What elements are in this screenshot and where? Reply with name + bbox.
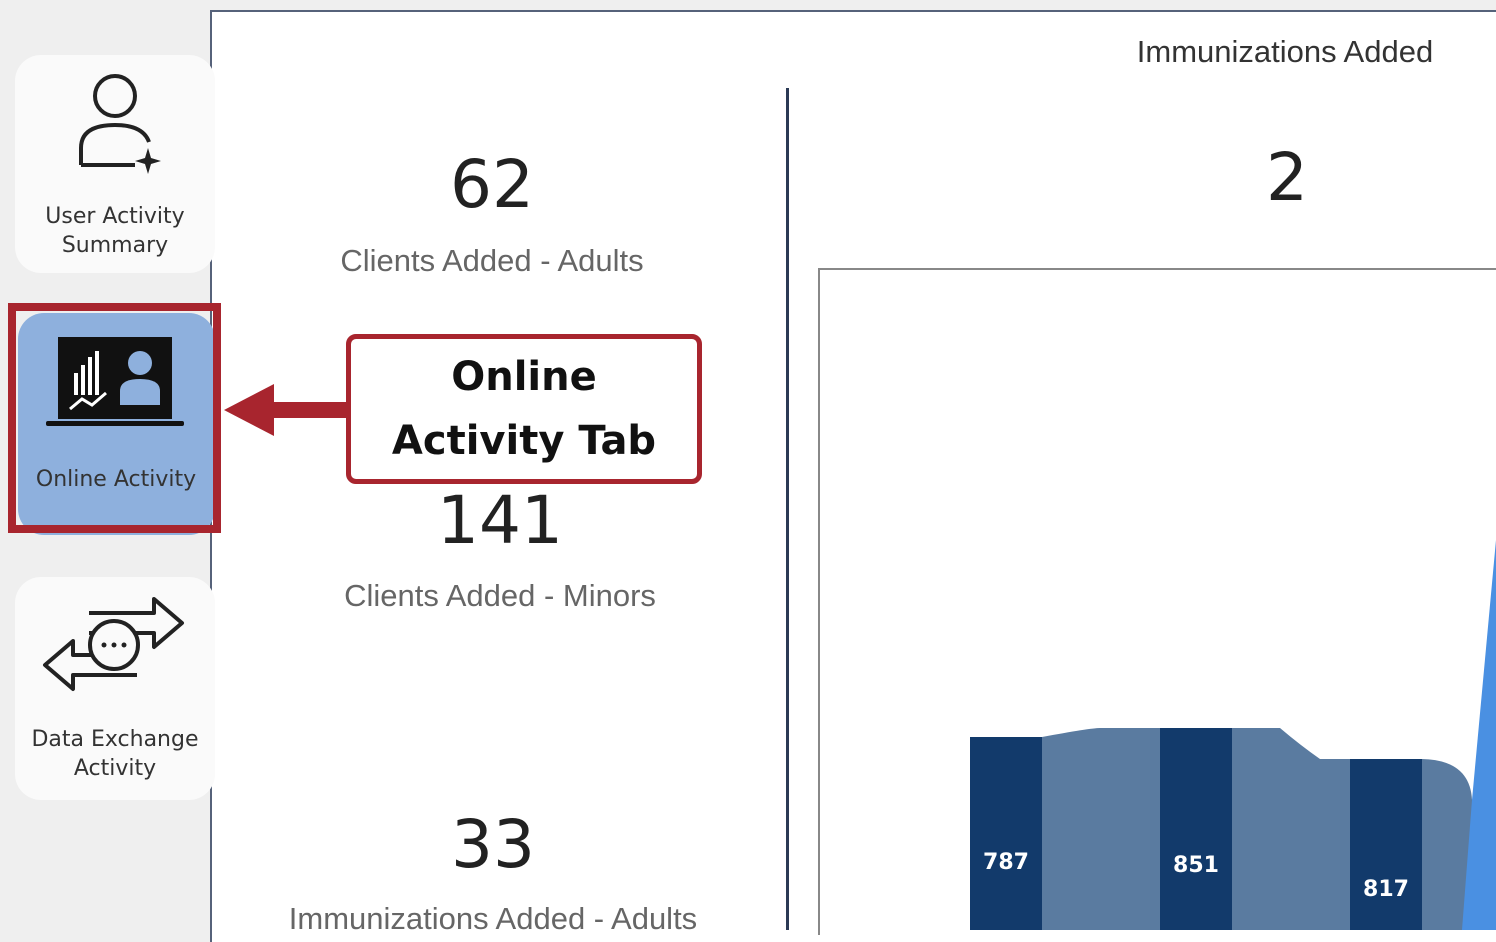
highlight-box (8, 303, 221, 533)
kpi-value: 2 (1266, 139, 1308, 216)
exchange-icon (43, 597, 184, 691)
kpi-value: 62 (450, 146, 534, 223)
callout: Online Activity Tab (346, 334, 702, 484)
ribbon (1232, 728, 1350, 930)
bar-label: 787 (983, 850, 1029, 875)
bar (1160, 728, 1232, 930)
callout-text: Online Activity Tab (391, 354, 657, 464)
nav-user-activity[interactable]: User Activity Summary (15, 55, 215, 273)
user-icon (79, 74, 161, 174)
nav-data-exchange[interactable]: Data Exchange Activity (15, 577, 215, 800)
laptop-icon (46, 337, 184, 426)
nav-label: User Activity Summary (45, 204, 185, 258)
kpi-value: 141 (437, 482, 563, 559)
bar (970, 737, 1042, 930)
kpi-label: Immunizations Added (1136, 34, 1434, 69)
nav-online-activity[interactable]: Online Activity (18, 313, 215, 535)
kpi-label: Clients Added - Adults (340, 243, 644, 278)
kpi-label: Clients Added - Minors (344, 578, 656, 613)
kpi-value: 33 (451, 806, 535, 883)
bar-label: 851 (1173, 853, 1219, 878)
ribbon (1422, 759, 1472, 930)
ribbon-edge (1462, 540, 1496, 930)
bar (1350, 759, 1422, 930)
bar-label: 817 (1363, 877, 1409, 902)
divider (786, 88, 789, 930)
callout-arrow (224, 384, 353, 436)
nav-label: Online Activity (35, 467, 197, 492)
nav-label: Data Exchange Activity (31, 727, 199, 781)
ribbon (1042, 728, 1160, 930)
